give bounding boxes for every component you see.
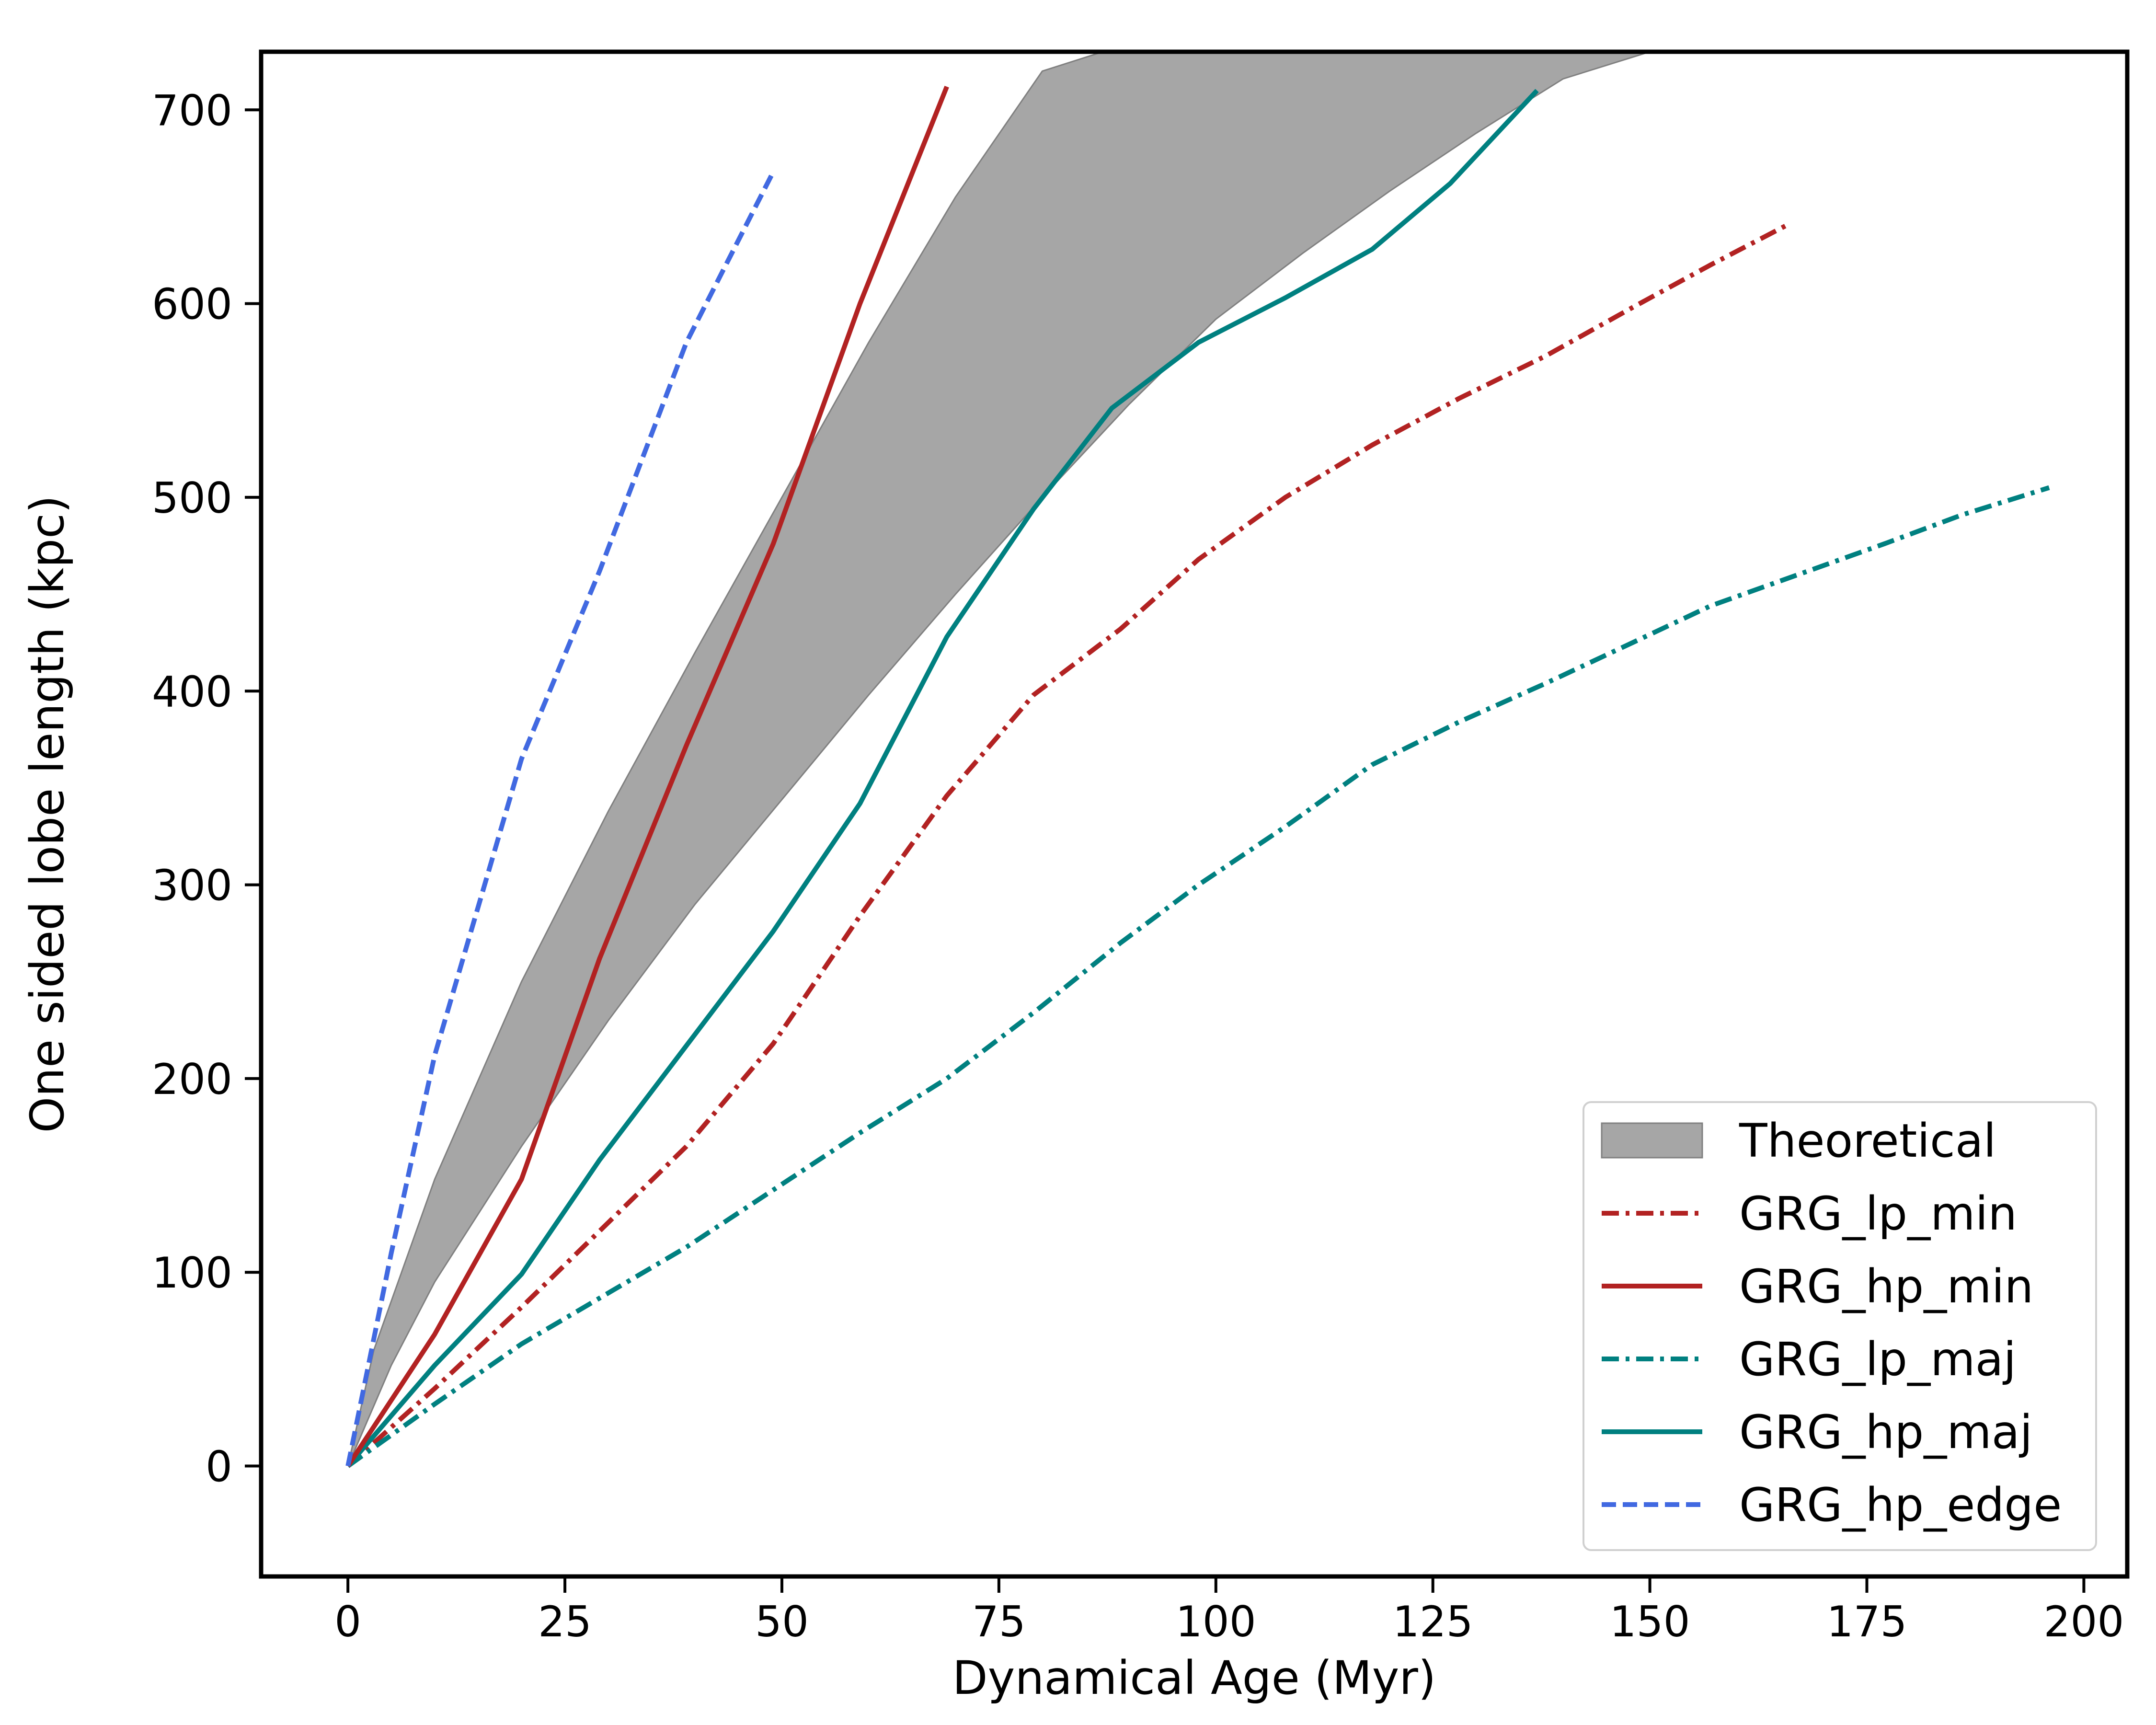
x-tick-label: 75 <box>972 1597 1026 1646</box>
y-tick-label: 700 <box>152 86 232 135</box>
plot-area <box>345 52 2050 1468</box>
series-line-GRG_hp_maj <box>346 89 1539 1468</box>
series-line-GRG_lp_min <box>346 222 1790 1468</box>
x-tick-label: 200 <box>2043 1597 2124 1646</box>
legend-label: GRG_hp_maj <box>1739 1405 2032 1459</box>
x-tick-label: 0 <box>334 1597 361 1646</box>
x-axis-label: Dynamical Age (Myr) <box>952 1651 1436 1705</box>
series-line-GRG_lp_maj <box>346 485 2050 1468</box>
theoretical-band <box>347 52 1711 1467</box>
x-tick-label: 125 <box>1393 1597 1473 1646</box>
legend-label: GRG_hp_min <box>1739 1260 2033 1313</box>
series-line-GRG_hp_min <box>346 85 949 1468</box>
x-tick-label: 150 <box>1610 1597 1690 1646</box>
x-tick-label: 25 <box>538 1597 592 1646</box>
legend: Theoretical GRG_lp_min GRG_hp_min GRG_lp_ma… <box>1583 1101 2097 1551</box>
x-tick-label: 175 <box>1827 1597 1907 1646</box>
y-tick-label: 200 <box>152 1055 232 1104</box>
y-tick-label: 300 <box>152 861 232 910</box>
y-tick-label: 0 <box>206 1442 232 1492</box>
series-line-GRG_hp_edge <box>345 171 776 1467</box>
y-tick-label: 500 <box>152 473 232 523</box>
legend-label: GRG_hp_edge <box>1739 1478 2062 1532</box>
legend-label: Theoretical <box>1739 1114 1996 1168</box>
y-axis-label: One sided lobe length (kpc) <box>21 495 74 1133</box>
legend-box <box>1583 1101 2097 1551</box>
legend-label: GRG_lp_min <box>1739 1187 2017 1241</box>
legend-label: GRG_lp_maj <box>1739 1333 2016 1386</box>
axes: 0 25 50 75 100 125 150 175 200 0 100 200 300 400 500 60… <box>152 49 2130 1646</box>
legend-swatch-theoretical <box>1601 1122 1703 1159</box>
x-tick-label: 50 <box>755 1597 809 1646</box>
x-tick-label: 100 <box>1176 1597 1256 1646</box>
y-tick-label: 100 <box>152 1248 232 1298</box>
y-tick-label: 400 <box>152 667 232 716</box>
y-tick-label: 600 <box>152 280 232 329</box>
plot-frame <box>259 49 2130 1579</box>
